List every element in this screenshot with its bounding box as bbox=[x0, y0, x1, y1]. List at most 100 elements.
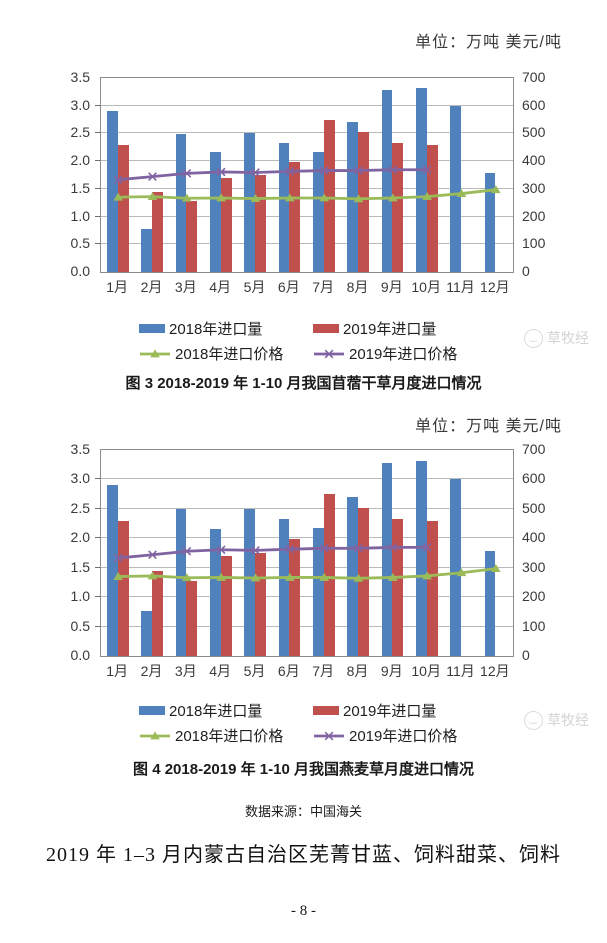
triangle-marker bbox=[388, 193, 398, 202]
right-axis-tick-label: 300 bbox=[522, 179, 546, 196]
right-axis-tick-label: 0 bbox=[522, 647, 530, 663]
bar-2019年进口量 bbox=[220, 555, 232, 656]
right-axis-tick-label: 600 bbox=[522, 470, 546, 487]
x-axis-tick-label: 11月 bbox=[446, 279, 475, 295]
bar-2018年进口量 bbox=[312, 151, 324, 272]
bar-2019年进口量 bbox=[255, 175, 267, 272]
axis-tick bbox=[95, 537, 100, 539]
bar-2018年进口量 bbox=[484, 551, 496, 656]
right-axis-tick-label: 100 bbox=[522, 617, 546, 634]
right-axis-tick-label: 600 bbox=[522, 96, 546, 113]
x-marker bbox=[216, 167, 226, 177]
watermark-logo-icon bbox=[524, 710, 543, 730]
bar-2019年进口量 bbox=[426, 521, 438, 656]
legend-label: 2019年进口量 bbox=[343, 321, 437, 338]
axis-tick bbox=[95, 160, 100, 162]
gridline bbox=[101, 625, 513, 627]
bar-2018年进口量 bbox=[347, 122, 359, 272]
left-axis-tick-label: 1.5 bbox=[70, 179, 90, 196]
axis-tick bbox=[95, 566, 100, 568]
bar-2018年进口量 bbox=[415, 87, 427, 272]
triangle-marker bbox=[113, 571, 123, 580]
right-axis-tick-label: 100 bbox=[522, 235, 546, 252]
right-axis-tick-label: 500 bbox=[522, 124, 546, 141]
triangle-marker bbox=[353, 194, 364, 203]
bar-2019年进口量 bbox=[220, 177, 232, 272]
line-series-overlay bbox=[113, 165, 501, 203]
left-axis-tick-label: 3.0 bbox=[70, 470, 90, 487]
legend-label: 2019年进口价格 bbox=[349, 728, 458, 745]
x-marker bbox=[182, 168, 192, 178]
x-axis-tick-label: 7月 bbox=[312, 279, 335, 295]
triangle-marker bbox=[456, 568, 467, 577]
axis-tick bbox=[95, 625, 100, 627]
triangle-marker bbox=[285, 572, 295, 581]
x-axis-tick-label: 12月 bbox=[480, 663, 510, 679]
line-2018年进口价格 bbox=[118, 567, 497, 580]
x-marker bbox=[388, 165, 398, 175]
bar-2018年进口量 bbox=[415, 460, 427, 656]
axis-tick bbox=[95, 104, 100, 106]
triangle-marker bbox=[491, 185, 501, 194]
left-axis-tick-label: 3.5 bbox=[70, 69, 90, 85]
x-marker bbox=[354, 543, 363, 553]
x-marker bbox=[285, 544, 295, 554]
triangle-marker bbox=[456, 188, 467, 197]
left-axis-tick-label: 2.0 bbox=[70, 152, 90, 169]
legend-bar-swatch bbox=[313, 706, 339, 715]
bar-2018年进口量 bbox=[141, 610, 153, 656]
line-series-overlay bbox=[113, 543, 501, 582]
left-axis-tick-label: 2.0 bbox=[70, 529, 90, 546]
x-marker bbox=[422, 165, 432, 175]
triangle-marker bbox=[182, 193, 192, 202]
x-axis-tick-label: 5月 bbox=[243, 279, 266, 295]
left-axis-tick-label: 0.0 bbox=[70, 263, 90, 279]
units-label-figure3: 单位：万吨 美元/吨 bbox=[415, 34, 562, 51]
legend-label: 2018年进口价格 bbox=[175, 346, 284, 363]
gridline bbox=[101, 104, 513, 106]
bar-2018年进口量 bbox=[175, 509, 187, 656]
triangle-marker bbox=[422, 192, 432, 201]
right-axis-tick-label: 700 bbox=[522, 441, 546, 457]
legend-item-2019年进口价格: 2019年进口价格 bbox=[313, 343, 473, 364]
right-axis-tick-label: 500 bbox=[522, 499, 546, 516]
left-axis-tick-label: 1.0 bbox=[70, 588, 90, 605]
x-axis-tick-label: 5月 bbox=[243, 663, 266, 679]
bar-2019年进口量 bbox=[358, 507, 370, 656]
gridline bbox=[101, 215, 513, 217]
triangle-marker bbox=[147, 192, 158, 201]
x-axis-tick-label: 3月 bbox=[174, 663, 197, 679]
legend-bar-swatch bbox=[139, 706, 165, 715]
left-axis-tick-label: 3.5 bbox=[70, 441, 90, 457]
bar-2018年进口量 bbox=[381, 90, 393, 272]
right-axis-tick-label: 200 bbox=[522, 588, 546, 605]
triangle-marker bbox=[491, 563, 501, 572]
units-label-figure4: 单位：万吨 美元/吨 bbox=[415, 418, 562, 435]
legend-row: 2018年进口量 2019年进口量 bbox=[139, 700, 473, 721]
triangle-marker bbox=[319, 572, 329, 581]
legend-label: 2018年进口价格 bbox=[175, 728, 284, 745]
x-marker bbox=[388, 543, 398, 552]
data-source-line: 数据来源：中国海关 bbox=[244, 804, 362, 819]
triangle-marker bbox=[353, 573, 364, 582]
bar-2018年进口量 bbox=[244, 508, 256, 656]
bar-2019年进口量 bbox=[392, 518, 404, 656]
caption-figure4: 图 4 2018-2019 年 1-10 月我国燕麦草月度进口情况 bbox=[133, 761, 474, 778]
x-axis-tick-label: 3月 bbox=[174, 279, 197, 295]
triangle-marker bbox=[388, 572, 398, 581]
x-marker bbox=[216, 545, 226, 555]
bar-2019年进口量 bbox=[358, 132, 370, 272]
x-marker bbox=[285, 167, 295, 176]
bar-2019年进口量 bbox=[152, 192, 164, 272]
line-2018年进口价格 bbox=[118, 188, 496, 201]
right-axis-tick-label: 0 bbox=[522, 263, 530, 279]
axis-tick bbox=[95, 596, 100, 598]
legend-label: 2018年进口量 bbox=[169, 321, 263, 338]
bar-2018年进口量 bbox=[106, 485, 118, 656]
bar-2019年进口量 bbox=[186, 201, 198, 272]
axis-tick bbox=[95, 215, 100, 217]
legend-figure4: 2018年进口量 2019年进口量 2018年进口价格 2019年进口价格 bbox=[100, 700, 512, 746]
chart-figure3: 0.0 0.5 1.0 1.5 2.0 2.5 3.0 3.5 0 100 200 300 400 500… bbox=[0, 69, 607, 301]
triangle-marker bbox=[147, 571, 158, 580]
x-marker bbox=[422, 543, 432, 552]
